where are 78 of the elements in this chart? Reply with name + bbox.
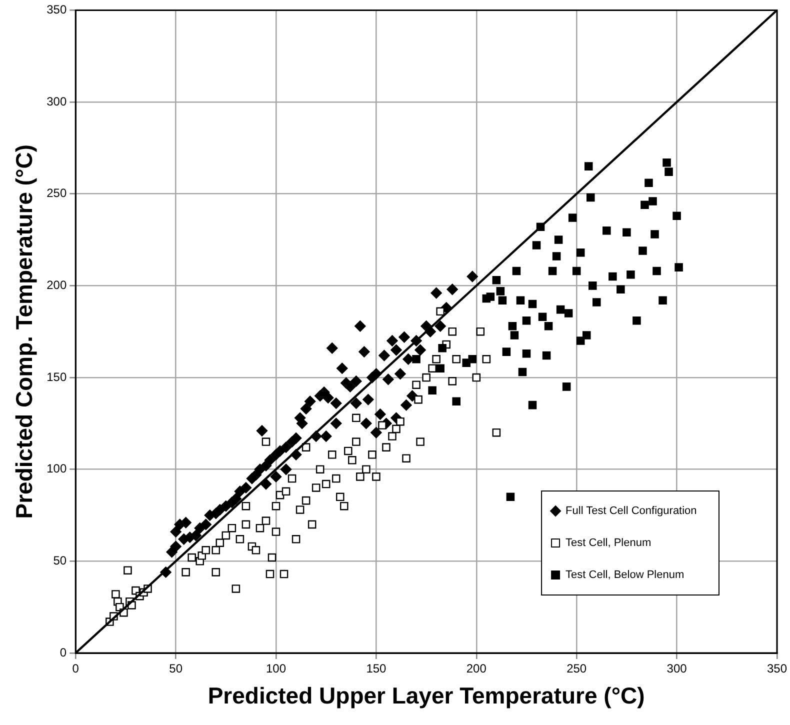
point	[462, 358, 471, 367]
point	[522, 316, 531, 325]
point	[586, 193, 595, 202]
x-tick-label: 50	[169, 662, 183, 676]
point	[632, 316, 641, 325]
point	[508, 322, 517, 330]
point	[522, 350, 531, 358]
point	[532, 241, 541, 250]
point	[510, 331, 519, 340]
point	[438, 344, 446, 352]
point	[572, 266, 581, 276]
x-tick-label: 350	[766, 662, 788, 676]
point	[482, 294, 491, 303]
point	[498, 296, 507, 305]
point	[622, 228, 631, 237]
point	[512, 266, 521, 276]
point	[576, 248, 585, 257]
point	[516, 296, 525, 305]
point	[554, 236, 563, 244]
legend-label: Test Cell, Plenum	[566, 537, 652, 550]
point	[564, 309, 573, 318]
point	[502, 348, 511, 356]
point	[562, 382, 571, 391]
point	[492, 276, 501, 284]
point	[648, 197, 657, 206]
point	[672, 212, 681, 220]
point	[626, 270, 635, 279]
point	[412, 355, 420, 364]
point	[592, 298, 601, 306]
point	[428, 386, 436, 395]
x-axis-title: Predicted Upper Layer Temperature (°C)	[208, 682, 645, 709]
point	[582, 331, 591, 340]
point	[644, 178, 653, 187]
point	[650, 230, 659, 238]
y-tick-label: 0	[60, 645, 67, 660]
y-tick-label: 150	[46, 370, 67, 384]
point	[518, 368, 527, 376]
point	[436, 364, 444, 372]
y-tick-label: 350	[46, 2, 67, 17]
point	[662, 158, 671, 167]
x-tick-label: 0	[72, 662, 80, 676]
point	[556, 305, 565, 314]
x-tick-label: 100	[266, 662, 286, 676]
point	[652, 266, 661, 276]
point	[664, 168, 673, 176]
point	[496, 287, 505, 296]
point	[506, 492, 515, 502]
point	[576, 336, 585, 345]
point	[542, 351, 551, 360]
point	[584, 162, 593, 170]
point	[658, 296, 667, 305]
y-tick-label: 100	[46, 462, 67, 476]
point	[528, 400, 537, 410]
point	[638, 246, 647, 255]
x-tick-label: 300	[666, 662, 688, 676]
point	[616, 285, 625, 294]
point	[538, 312, 547, 322]
point	[548, 266, 557, 276]
point	[528, 300, 537, 308]
y-tick-label: 200	[46, 278, 67, 292]
point	[640, 200, 649, 210]
point	[608, 272, 617, 281]
point	[674, 263, 683, 272]
y-tick-label: 300	[46, 94, 67, 108]
x-tick-label: 150	[366, 662, 387, 676]
legend-label: Test Cell, Below Plenum	[566, 569, 684, 582]
point	[568, 214, 577, 222]
y-tick-label: 50	[53, 553, 67, 568]
y-axis-title: Predicted Comp. Temperature (°C)	[11, 144, 38, 519]
x-tick-label: 200	[466, 662, 487, 676]
point	[452, 397, 460, 406]
point	[544, 322, 553, 330]
point	[588, 282, 597, 290]
point	[602, 226, 611, 235]
y-tick-label: 250	[46, 186, 67, 200]
point	[552, 252, 561, 260]
legend-label: Full Test Cell Configuration	[566, 505, 697, 518]
x-tick-label: 250	[566, 662, 587, 676]
